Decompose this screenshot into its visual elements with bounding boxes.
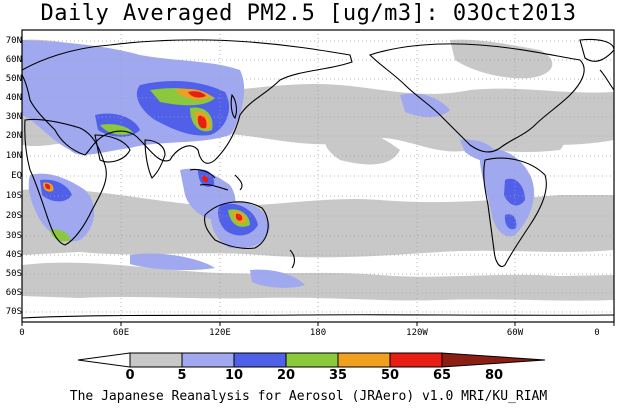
lon-label-60w: 60W (506, 328, 524, 338)
map-title: Daily Averaged PM2.5 [ug/m3]: 03Oct2013 (40, 1, 577, 26)
colorbar (77, 352, 546, 368)
lon-label-60e: 60E (112, 328, 130, 338)
colorbar-segment-5 (337, 352, 391, 368)
colorbar-label-5: 5 (177, 368, 187, 383)
colorbar-segment-1 (129, 352, 183, 368)
lat-label-eq: EQ (11, 171, 22, 181)
lat-label-60s: 60S (5, 288, 22, 298)
lon-label-120e: 120E (209, 328, 231, 338)
lon-label-0: 0 (19, 328, 25, 338)
colorbar-label-50: 50 (380, 368, 400, 383)
colorbar-label-65: 65 (432, 368, 452, 383)
lon-label-180: 180 (309, 328, 327, 338)
lat-label-50n: 50N (5, 74, 22, 84)
lat-label-30n: 30N (5, 112, 22, 122)
graticule (22, 30, 614, 322)
colorbar-label-80: 80 (484, 368, 504, 383)
lat-label-50s: 50S (5, 269, 22, 279)
lat-label-20s: 20S (5, 211, 22, 221)
lat-label-40n: 40N (5, 93, 22, 103)
lat-label-10s: 10S (5, 191, 22, 201)
colorbar-label-10: 10 (224, 368, 244, 383)
colorbar-segment-2 (181, 352, 235, 368)
lon-label-120w: 120W (406, 328, 428, 338)
colorbar-label-20: 20 (276, 368, 296, 383)
coastlines (22, 38, 614, 319)
colorbar-segment-7 (441, 352, 546, 368)
lat-label-20n: 20N (5, 131, 22, 141)
colorbar-label-35: 35 (328, 368, 348, 383)
lat-label-60n: 60N (5, 55, 22, 65)
lon-label-0-end: 0 (594, 328, 600, 338)
colorbar-segment-4 (285, 352, 339, 368)
lat-label-30s: 30S (5, 231, 22, 241)
footer-credit: The Japanese Reanalysis for Aerosol (JRA… (69, 389, 548, 404)
lat-label-70s: 70S (5, 307, 22, 317)
colorbar-segment-0 (77, 352, 131, 368)
lat-label-40s: 40S (5, 250, 22, 260)
concentration-fields (22, 39, 614, 301)
colorbar-label-0: 0 (125, 368, 135, 383)
lat-label-70n: 70N (5, 36, 22, 46)
colorbar-segment-6 (389, 352, 443, 368)
colorbar-segment-3 (233, 352, 287, 368)
lat-label-10n: 10N (5, 151, 22, 161)
axis-ticks (21, 322, 615, 326)
